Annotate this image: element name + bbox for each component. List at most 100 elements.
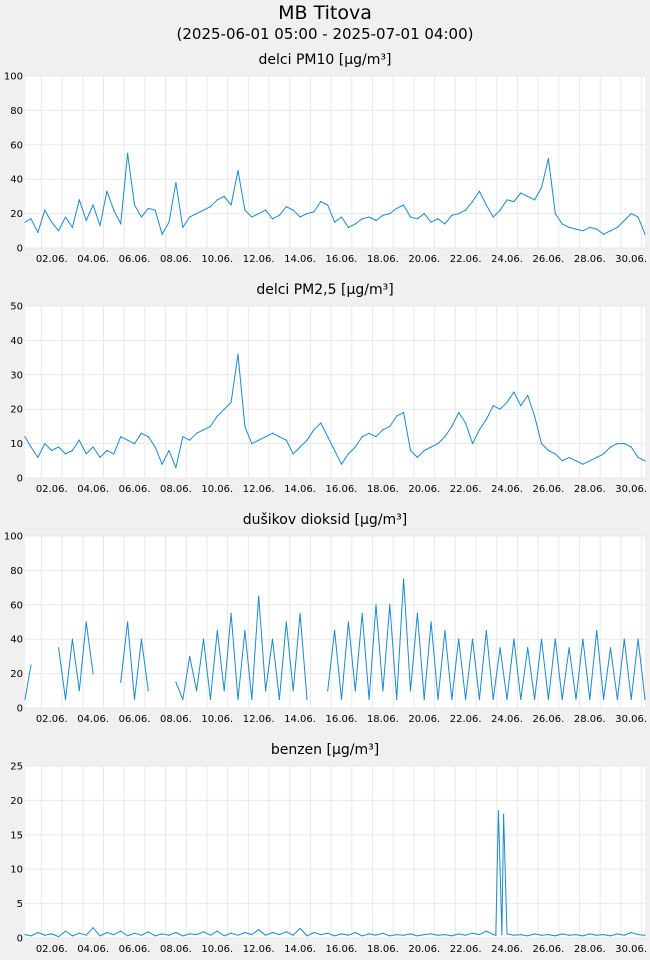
x-tick-label: 18.06. xyxy=(367,944,399,955)
data-point xyxy=(430,221,432,223)
data-point xyxy=(396,933,398,936)
data-point xyxy=(561,698,563,700)
data-point xyxy=(554,213,556,215)
data-point xyxy=(596,228,598,230)
data-point xyxy=(485,630,487,632)
data-point xyxy=(182,935,184,937)
data-point xyxy=(603,933,605,936)
data-point xyxy=(501,933,503,936)
x-tick-label: 10.06. xyxy=(201,254,233,265)
data-point xyxy=(271,218,274,220)
data-point xyxy=(382,214,384,216)
data-point xyxy=(534,199,536,201)
data-point xyxy=(402,934,405,936)
data-point xyxy=(368,698,370,700)
y-tick-label: 40 xyxy=(10,175,23,186)
data-point xyxy=(306,213,308,215)
data-point xyxy=(216,415,218,417)
data-point xyxy=(120,436,122,438)
data-point xyxy=(299,927,301,929)
y-tick-label: 10 xyxy=(10,439,23,450)
data-point xyxy=(92,446,94,448)
data-point xyxy=(409,690,412,692)
y-tick-label: 40 xyxy=(10,336,23,347)
plot-area xyxy=(25,766,645,938)
data-point xyxy=(340,698,343,700)
data-point xyxy=(230,401,232,403)
data-point xyxy=(637,638,639,640)
data-point xyxy=(534,698,536,700)
data-point xyxy=(616,933,619,935)
data-point xyxy=(189,216,191,218)
x-tick-label: 20.06. xyxy=(408,254,440,265)
data-point xyxy=(85,219,87,222)
data-point xyxy=(644,698,646,700)
x-tick-label: 04.06. xyxy=(77,714,109,725)
data-point xyxy=(333,935,336,937)
data-point xyxy=(209,425,211,427)
chart-pm10: 0 20 40 60 80 100 02.06. 04.06. 06.06. 08.06. 10.0… xyxy=(4,72,647,266)
data-point xyxy=(278,933,280,936)
data-point xyxy=(340,933,343,935)
data-point xyxy=(623,934,625,936)
x-tick-label: 28.06. xyxy=(574,714,606,725)
data-point xyxy=(271,638,274,640)
data-point xyxy=(306,439,308,441)
x-tick-label: 14.06. xyxy=(284,254,316,265)
x-tick-label: 28.06. xyxy=(574,484,606,495)
data-point xyxy=(327,436,329,438)
data-point xyxy=(375,604,377,606)
data-point xyxy=(223,690,225,692)
data-point xyxy=(58,936,60,938)
x-tick-label: 02.06. xyxy=(36,484,68,495)
x-tick-label: 28.06. xyxy=(574,944,606,955)
data-point xyxy=(264,436,267,438)
x-tick-label: 06.06. xyxy=(119,484,151,495)
data-point xyxy=(258,213,260,215)
x-tick-label: 08.06. xyxy=(160,944,192,955)
data-point xyxy=(264,209,267,211)
data-point xyxy=(354,223,356,225)
data-point xyxy=(168,221,170,223)
data-point xyxy=(306,935,308,937)
chart-no2: 0 20 40 60 80 100 02.06. 04.06. 06.06. 08.06. 10.0… xyxy=(4,532,647,726)
data-point xyxy=(230,932,232,934)
data-point xyxy=(271,432,274,434)
data-point xyxy=(444,223,446,225)
data-point xyxy=(361,935,363,937)
data-point xyxy=(127,935,129,937)
data-point xyxy=(264,934,267,936)
data-point xyxy=(623,443,625,445)
data-point xyxy=(437,443,439,445)
data-point xyxy=(485,418,487,421)
data-point xyxy=(444,630,446,632)
x-tick-label: 24.06. xyxy=(491,944,523,955)
data-point xyxy=(382,690,384,692)
x-tick-label: 18.06. xyxy=(367,714,399,725)
data-point xyxy=(106,931,108,934)
data-point xyxy=(299,216,301,218)
data-point xyxy=(540,443,543,445)
data-point xyxy=(596,630,598,632)
data-point xyxy=(106,190,108,192)
x-tick-label: 30.06. xyxy=(615,714,647,725)
data-point xyxy=(465,422,467,424)
data-point xyxy=(444,436,446,438)
data-point xyxy=(154,446,156,448)
data-point xyxy=(182,226,184,228)
x-tick-label: 12.06. xyxy=(243,484,275,495)
data-point xyxy=(513,391,515,393)
data-point xyxy=(389,604,391,606)
x-tick-label: 26.06. xyxy=(533,484,565,495)
data-point xyxy=(24,221,26,223)
data-point xyxy=(244,931,246,934)
x-tick-label: 24.06. xyxy=(491,484,523,495)
data-point xyxy=(582,230,584,232)
data-point xyxy=(285,439,287,441)
data-point xyxy=(237,170,239,172)
data-point xyxy=(71,449,74,452)
data-point xyxy=(561,460,563,462)
data-point xyxy=(189,933,191,935)
data-point xyxy=(333,630,336,632)
data-point xyxy=(78,199,80,201)
